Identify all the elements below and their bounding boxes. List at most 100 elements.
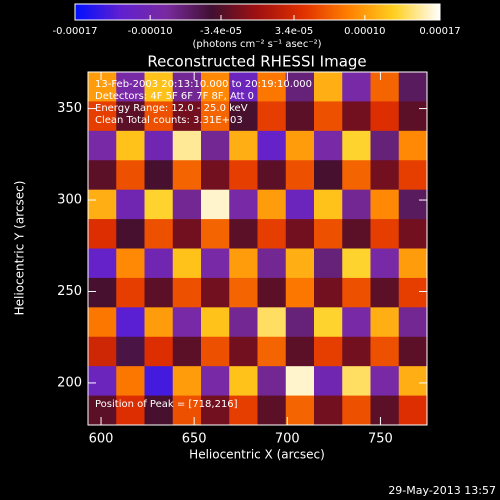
heatmap-cell — [201, 307, 230, 338]
heatmap-cell — [370, 219, 400, 249]
heatmap-cell — [257, 366, 287, 397]
heatmap-cell — [116, 130, 145, 161]
heatmap-cell — [229, 277, 258, 308]
colorbar — [74, 3, 441, 21]
heatmap-cell — [285, 248, 315, 279]
heatmap-cell — [144, 101, 174, 132]
heatmap-cell — [370, 336, 400, 367]
heatmap-cell — [342, 130, 371, 161]
annotation: Detectors: 4F 5F 6F 7F 8F, Att 0 — [95, 91, 254, 102]
heatmap-cell — [144, 277, 174, 308]
heatmap-cell — [342, 307, 371, 338]
heatmap-cell — [285, 130, 315, 161]
heatmap-cell — [285, 72, 315, 102]
heatmap-cell — [172, 395, 202, 426]
heatmap-cell — [229, 248, 258, 279]
heatmap-cell — [172, 336, 202, 367]
heatmap-cell — [229, 366, 258, 397]
heatmap-cell — [398, 366, 428, 397]
heatmap-cell — [144, 219, 174, 249]
y-tick-label: 350 — [57, 101, 82, 116]
colorbar-tick-label: -3.4e-05 — [200, 26, 242, 37]
heatmap-cell — [116, 366, 145, 397]
heatmap-cell — [314, 395, 343, 426]
heatmap-cell — [285, 101, 315, 132]
heatmap-cell — [116, 395, 145, 426]
heatmap-cell — [172, 72, 202, 102]
annotation: Clean Total counts: 3.31E+03 — [95, 115, 243, 126]
heatmap-cell — [144, 336, 174, 367]
heatmap-cell — [172, 248, 202, 279]
x-tick-label: 650 — [182, 432, 207, 447]
annotation: 13-Feb-2003 20:13:10.000 to 20:19:10.000 — [95, 79, 312, 90]
heatmap-cell — [88, 160, 117, 191]
heatmap-cell — [314, 307, 343, 338]
colorbar-tick-label: 3.4e-05 — [275, 26, 313, 37]
heatmap-cell — [229, 130, 258, 161]
heatmap-cell — [88, 277, 117, 308]
heatmap-cell — [285, 366, 315, 397]
heatmap-cell — [314, 248, 343, 279]
heatmap-cell — [342, 189, 371, 220]
heatmap-cell — [201, 72, 230, 102]
colorbar-label: (photons cm⁻² s⁻¹ asec⁻²) — [192, 39, 321, 50]
heatmap-cell — [201, 336, 230, 367]
heatmap-cell — [229, 72, 258, 102]
heatmap-cell — [257, 219, 287, 249]
heatmap-cell — [144, 72, 174, 102]
colorbar-tick-label: 0.00017 — [419, 26, 460, 37]
heatmap-cell — [370, 248, 400, 279]
heatmap-cell — [342, 72, 371, 102]
heatmap-cell — [398, 189, 428, 220]
annotation: Energy Range: 12.0 - 25.0 keV — [95, 103, 248, 114]
heatmap-cell — [144, 248, 174, 279]
heatmap-cell — [370, 72, 400, 102]
heatmap-cell — [398, 160, 428, 191]
colorbar-tick-label: 0.00010 — [344, 26, 385, 37]
heatmap-cell — [314, 101, 343, 132]
heatmap-cell — [144, 395, 174, 426]
heatmap-cell — [257, 248, 287, 279]
heatmap-cell — [172, 366, 202, 397]
heatmap-cell — [398, 248, 428, 279]
heatmap-cell — [342, 366, 371, 397]
heatmap-cell — [285, 395, 315, 426]
heatmap-cell — [88, 130, 117, 161]
heatmap-cell — [229, 189, 258, 220]
chart-title: Reconstructed RHESSI Image — [147, 53, 366, 71]
heatmap-cell — [342, 101, 371, 132]
colorbar-tick-label: -0.00017 — [53, 26, 98, 37]
heatmap-cell — [144, 189, 174, 220]
heatmap-cell — [116, 189, 145, 220]
heatmap-cell — [201, 277, 230, 308]
heatmap-cell — [257, 72, 287, 102]
y-tick-label: 300 — [57, 193, 82, 208]
heatmap-cell — [229, 336, 258, 367]
heatmap-cell — [116, 336, 145, 367]
heatmap-cell — [88, 307, 117, 338]
colorbar-tick-label: -0.00010 — [128, 26, 173, 37]
heatmap-cell — [88, 219, 117, 249]
heatmap-cell — [201, 395, 230, 426]
heatmap-cell — [88, 189, 117, 220]
heatmap-cell — [201, 219, 230, 249]
heatmap-cell — [257, 277, 287, 308]
heatmap-cell — [398, 336, 428, 367]
heatmap-cell — [314, 189, 343, 220]
heatmap-cell — [314, 219, 343, 249]
heatmap-cell — [314, 130, 343, 161]
heatmap-cell — [370, 101, 400, 132]
heatmap-cell — [314, 160, 343, 191]
heatmap-cell — [172, 160, 202, 191]
y-axis-label: Heliocentric Y (arcsec) — [13, 181, 27, 316]
heatmap-cell — [116, 160, 145, 191]
heatmap-cell — [285, 219, 315, 249]
heatmap-cell — [314, 277, 343, 308]
heatmap-cell — [229, 307, 258, 338]
heatmap-cell — [229, 160, 258, 191]
heatmap-cell — [370, 366, 400, 397]
heatmap-cell — [172, 307, 202, 338]
heatmap-cell — [116, 248, 145, 279]
heatmap-cell — [314, 72, 343, 102]
